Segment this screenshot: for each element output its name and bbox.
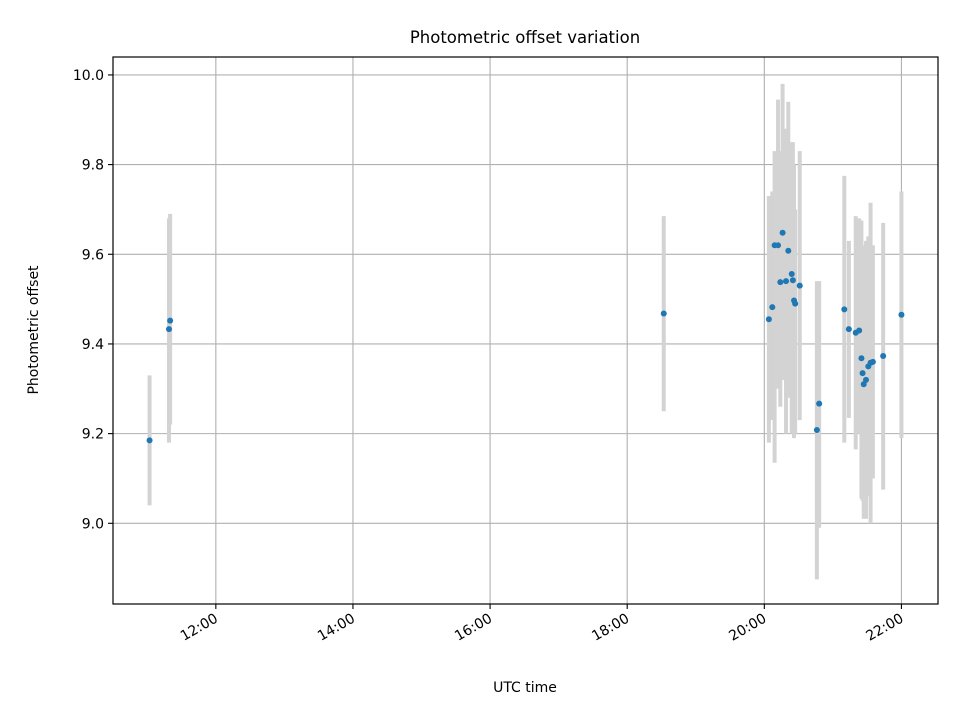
data-point: [898, 311, 905, 318]
data-point: [769, 304, 776, 311]
data-point: [783, 278, 790, 285]
data-point: [792, 300, 799, 307]
data-point: [816, 400, 823, 407]
data-point: [869, 358, 876, 365]
data-point: [813, 427, 820, 434]
data-point: [860, 381, 867, 388]
y-tick-label: 10.0: [73, 68, 104, 84]
data-point: [167, 317, 174, 324]
data-point: [856, 327, 863, 334]
y-axis-label: Photometric offset: [26, 265, 42, 395]
data-point: [880, 353, 887, 360]
y-tick-label: 9.8: [82, 158, 104, 174]
y-axis-ticks: 9.0 9.2 9.4 9.6 9.8 10.0: [73, 68, 113, 532]
data-point: [858, 355, 865, 362]
x-axis-label: UTC time: [493, 680, 557, 696]
data-point: [788, 271, 795, 278]
data-point: [785, 247, 792, 254]
data-point: [146, 437, 153, 444]
data-point: [660, 310, 667, 317]
data-point: [779, 229, 786, 236]
data-point: [796, 282, 803, 289]
data-point: [777, 279, 784, 286]
plot-area-frame: [112, 56, 939, 605]
data-point: [789, 277, 796, 284]
y-tick-label: 9.0: [82, 516, 104, 532]
data-point: [859, 370, 866, 377]
y-tick-label: 9.6: [82, 247, 104, 263]
data-point: [863, 376, 870, 383]
data-point: [841, 306, 848, 313]
y-tick-label: 9.4: [82, 337, 104, 353]
data-points: [146, 229, 905, 444]
data-point: [845, 326, 852, 333]
y-tick-label: 9.2: [82, 427, 104, 443]
data-point: [765, 316, 772, 323]
data-point: [165, 326, 172, 333]
chart-title: Photometric offset variation: [410, 28, 640, 47]
data-point: [775, 242, 782, 249]
